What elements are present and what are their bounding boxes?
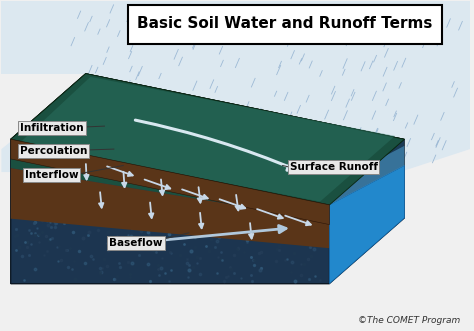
Polygon shape xyxy=(11,139,329,284)
Text: Surface Runoff: Surface Runoff xyxy=(290,162,378,172)
Polygon shape xyxy=(20,77,395,202)
Text: Basic Soil Water and Runoff Terms: Basic Soil Water and Runoff Terms xyxy=(137,16,433,31)
Text: Infiltration: Infiltration xyxy=(20,123,84,133)
Text: Interflow: Interflow xyxy=(25,170,78,180)
Polygon shape xyxy=(329,166,404,284)
Polygon shape xyxy=(11,168,329,248)
Text: Percolation: Percolation xyxy=(20,146,88,156)
Polygon shape xyxy=(1,73,470,172)
Polygon shape xyxy=(1,1,470,73)
Text: Baseflow: Baseflow xyxy=(109,238,163,248)
Polygon shape xyxy=(11,139,329,221)
Polygon shape xyxy=(11,73,404,205)
Polygon shape xyxy=(11,73,404,205)
Polygon shape xyxy=(11,73,86,284)
Polygon shape xyxy=(11,73,404,205)
Text: ©The COMET Program: ©The COMET Program xyxy=(358,316,461,325)
Polygon shape xyxy=(11,218,404,284)
Polygon shape xyxy=(86,73,404,218)
Polygon shape xyxy=(329,146,404,205)
Polygon shape xyxy=(11,139,329,224)
FancyBboxPatch shape xyxy=(128,5,442,44)
